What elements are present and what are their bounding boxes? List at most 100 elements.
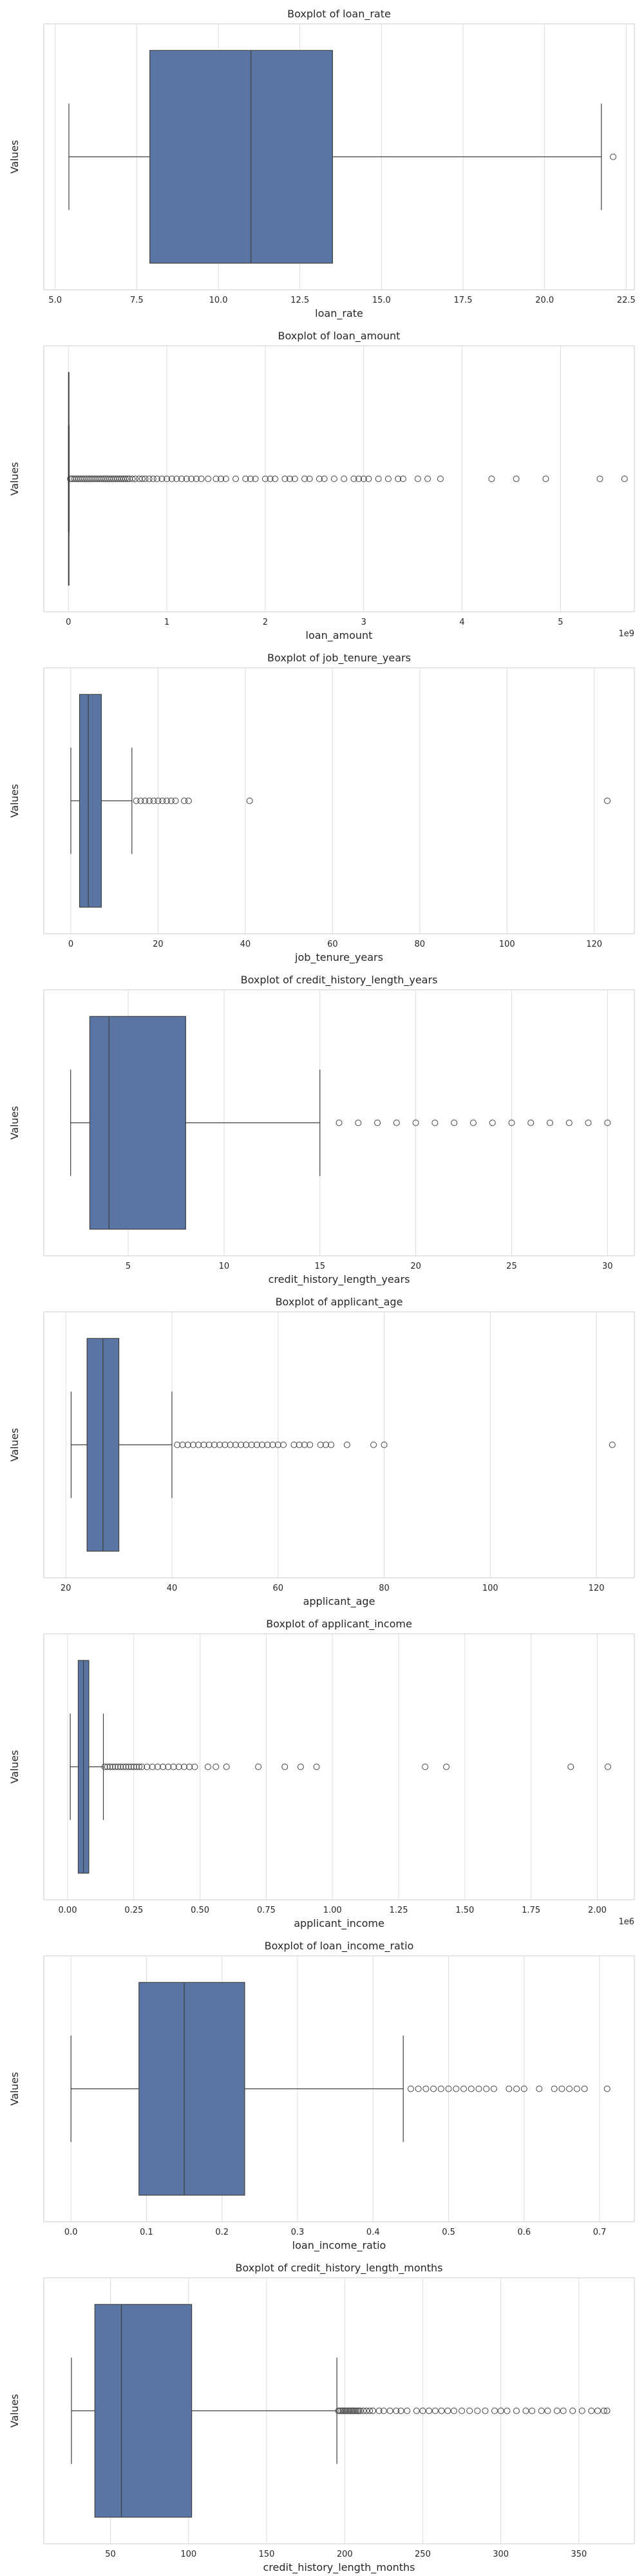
x-tick-label: 300	[493, 2550, 509, 2559]
x-axis-label: applicant_age	[303, 1595, 375, 1608]
plot-frame	[43, 1633, 635, 1900]
outlier-point	[183, 475, 190, 482]
y-axis-label: Values	[8, 784, 21, 817]
outlier-point	[154, 1763, 161, 1770]
outlier-point	[551, 2085, 558, 2092]
outlier-point	[336, 1119, 343, 1126]
outlier-point	[232, 1441, 239, 1448]
outlier-point	[399, 475, 406, 482]
x-tick-label: 0.6	[517, 2228, 531, 2237]
outlier-point	[242, 475, 249, 482]
x-tick-label: 0.4	[366, 2228, 380, 2237]
plot-frame	[43, 345, 635, 612]
outlier-point	[431, 1119, 439, 1126]
x-tick-label: 10.0	[209, 296, 228, 305]
outlier-point	[133, 1763, 140, 1770]
plot-frame	[43, 667, 635, 934]
outlier-point	[393, 1119, 400, 1126]
x-tick-label: 0	[66, 618, 71, 627]
x-tick-label: 120	[589, 1584, 605, 1593]
outlier-point	[173, 475, 180, 482]
y-axis-label: Values	[8, 2394, 21, 2427]
outlier-point	[290, 1441, 298, 1448]
chart-panel: 20 40 60 80 100 120 Boxplot of applicant_ageap…	[8, 1296, 635, 1608]
x-tick-label: 100	[499, 940, 515, 949]
x-tick-label: 0.7	[593, 2228, 607, 2237]
outlier-point	[175, 1763, 182, 1770]
chart-panel: 0.00 0.25 0.50 0.75 1.00 1.25 1.50 1.75 2.00 Boxp…	[8, 1618, 635, 1930]
outlier-point	[272, 475, 279, 482]
outlier-point	[129, 475, 136, 482]
outlier-point	[547, 1119, 553, 1126]
outlier-point	[122, 475, 129, 482]
outlier-point	[621, 475, 628, 482]
x-tick-label: 80	[379, 1584, 390, 1593]
outlier-point	[109, 1763, 116, 1770]
outlier-point	[565, 1119, 573, 1126]
outlier-point	[246, 797, 253, 804]
outlier-point	[170, 1763, 177, 1770]
outlier-point	[594, 2407, 601, 2414]
outlier-point	[120, 1763, 127, 1770]
outlier-point	[138, 475, 146, 482]
x-tick-label: 1.75	[522, 1906, 540, 1915]
x-tick-label: 100	[482, 1584, 498, 1593]
x-tick-label: 0	[68, 940, 73, 949]
outlier-point	[352, 2407, 359, 2414]
outlier-point	[431, 2407, 439, 2414]
x-tick-label: 5	[558, 618, 563, 627]
outlier-point	[322, 1441, 329, 1448]
outlier-point	[397, 2407, 404, 2414]
outlier-point	[172, 797, 179, 804]
x-tick-label: 0.1	[140, 2228, 153, 2237]
outlier-point	[132, 475, 139, 482]
x-tick-label: 250	[415, 2550, 431, 2559]
outlier-point	[380, 2407, 387, 2414]
outlier-point	[115, 1763, 122, 1770]
outlier-point	[536, 2085, 543, 2092]
x-tick-label: 22.5	[617, 296, 636, 305]
outlier-point	[422, 1763, 429, 1770]
x-axis-label: job_tenure_years	[294, 951, 383, 964]
outlier-point	[581, 2085, 588, 2092]
x-tick-label: 1	[164, 618, 169, 627]
outlier-point	[179, 1441, 186, 1448]
outlier-point	[469, 1119, 477, 1126]
outlier-point	[164, 475, 171, 482]
outlier-point	[321, 475, 328, 482]
outlier-point	[603, 2407, 611, 2414]
outlier-point	[395, 475, 402, 482]
outlier-point	[569, 2407, 576, 2414]
outlier-point	[159, 797, 166, 804]
outlier-point	[558, 2085, 565, 2092]
outlier-point	[343, 2407, 350, 2414]
x-tick-label: 0.0	[64, 2228, 78, 2237]
x-tick-label: 40	[167, 1584, 178, 1593]
outlier-point	[508, 1119, 515, 1126]
outlier-point	[149, 475, 156, 482]
outlier-point	[430, 2085, 437, 2092]
outlier-point	[264, 1441, 271, 1448]
outlier-point	[313, 1763, 320, 1770]
x-tick-label: 0.25	[124, 1906, 143, 1915]
outlier-point	[160, 1763, 167, 1770]
x-tick-label: 20	[153, 940, 164, 949]
y-axis-label: Values	[8, 1106, 21, 1139]
x-tick-label: 12.5	[290, 296, 309, 305]
outlier-point	[491, 2407, 498, 2414]
iqr-box	[89, 1016, 186, 1230]
outlier-point	[133, 797, 140, 804]
outlier-point	[117, 1763, 124, 1770]
outlier-point	[459, 2407, 466, 2414]
outlier-point	[252, 475, 259, 482]
outlier-point	[366, 2407, 374, 2414]
outlier-point	[350, 475, 357, 482]
outlier-point	[211, 1441, 218, 1448]
outlier-point	[317, 1441, 324, 1448]
chart-title: Boxplot of loan_rate	[287, 8, 391, 21]
outlier-point	[269, 1441, 276, 1448]
outlier-point	[381, 1441, 388, 1448]
outlier-point	[248, 1441, 255, 1448]
outlier-point	[360, 2407, 367, 2414]
outlier-point	[158, 475, 166, 482]
